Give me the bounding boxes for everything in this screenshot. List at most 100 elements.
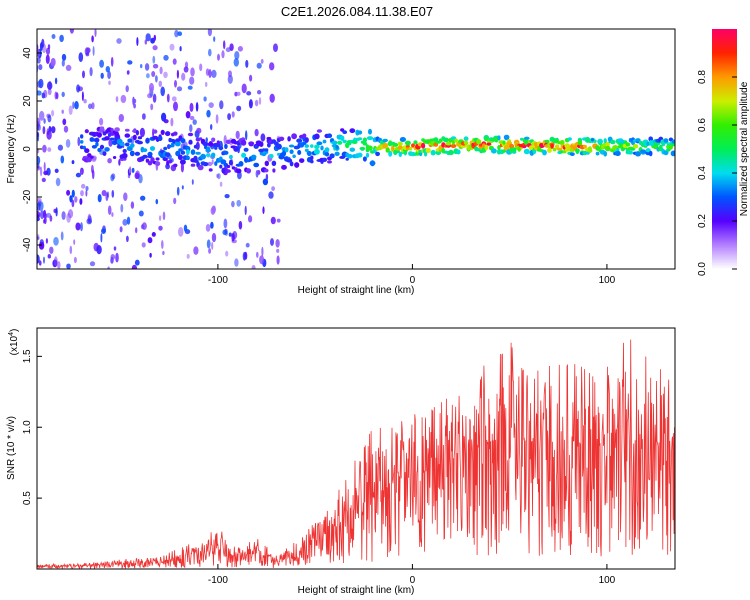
heatmap-noise-blob [129,166,132,174]
heatmap-ridge-blob [208,141,213,146]
heatmap-ridge-blob [648,150,653,157]
heatmap-ridge-blob [289,149,294,154]
heatmap-noise-blob [45,47,51,55]
heatmap-ridge-blob [296,138,303,143]
heatmap-noise-blob [258,97,262,105]
heatmap-noise-blob [232,231,238,240]
heatmap-ridge-blob [193,144,198,149]
heatmap-noise-blob [155,198,159,205]
heatmap-ridge-blob [149,146,156,151]
heatmap-noise-blob [37,202,41,211]
heatmap-noise-blob [187,85,193,90]
heatmap-ridge-blob [95,142,99,147]
heatmap-ridge-blob [229,159,233,165]
heatmap-ridge-blob [365,152,370,158]
heatmap-noise-blob [66,189,71,196]
heatmap-ridge-blob [520,137,524,141]
heatmap-noise-blob [71,189,75,198]
heatmap-noise-blob [61,109,64,114]
heatmap-noise-blob [219,181,223,187]
heatmap-noise-blob [192,119,197,125]
heatmap-noise-blob [147,237,153,244]
heatmap-ridge-blob [604,145,611,151]
heatmap-ridge-blob [398,151,402,157]
heatmap-noise-blob [199,63,203,72]
snr-frame [36,327,676,570]
heatmap-noise-blob [67,209,74,219]
heatmap-noise-blob [234,91,238,97]
heatmap-noise-blob [237,46,243,52]
heatmap-noise-blob [37,57,41,64]
heatmap-noise-blob [53,256,58,267]
heatmap-noise-blob [45,54,50,64]
heatmap-noise-blob [65,139,71,148]
heatmap-ridge-blob [211,152,216,158]
heatmap-noise-blob [195,141,200,150]
heatmap-ridge-blob [388,150,393,157]
heatmap-noise-blob [47,114,52,123]
heatmap-ridge-blob [177,154,183,161]
heatmap-noise-blob [61,59,65,67]
snr-y-ticks: 0.5 1.0 1.5 [22,349,42,505]
heatmap-noise-blob [101,190,107,197]
heatmap-noise-blob [51,109,55,117]
heatmap-noise-blob [223,135,227,145]
heatmap-noise-blob [61,211,66,220]
heatmap-ridge-blob [349,128,356,134]
heatmap-noise-blob [246,91,252,96]
heatmap-ridge-blob [411,143,415,148]
heatmap-ridge-blob [329,153,335,159]
heatmap-noise-blob [77,136,81,147]
heatmap-noise-blob [216,173,219,178]
heatmap-noise-blob [227,113,232,121]
heatmap-noise-blob [82,70,85,79]
heatmap-ridge-blob [259,141,264,147]
heatmap-ridge-blob [224,143,228,149]
heatmap-ridge-blob [484,144,489,151]
heatmap-ridge-blob [107,158,112,164]
heatmap-ridge-blob [625,142,631,147]
heatmap-ridge-blob [119,142,125,146]
heatmap-noise-blob [190,67,195,77]
heatmap-noise-blob [110,56,114,67]
heatmap-noise-blob [106,191,110,198]
heatmap-noise-blob [66,263,71,269]
snr-y-scale-label: (x104) [8,329,20,356]
heatmap-noise-blob [57,261,61,269]
heatmap-noise-blob [152,63,159,69]
heatmap-noise-blob [186,253,190,259]
x-tick-label: -100 [208,275,228,286]
heatmap-noise-blob [255,251,259,258]
heatmap-noise-blob [47,253,51,259]
heatmap-noise-blob [77,86,83,92]
colorbar: 0.0 0.2 0.4 0.6 0.8 Normalized spectral ampl… [697,29,750,276]
y-tick-label: 0.5 [22,491,33,505]
heatmap-ridge-blob [187,132,194,137]
heatmap-noise-blob [96,245,102,255]
heatmap-ridge-blob [577,140,583,146]
heatmap-ridge-blob [494,138,499,142]
heatmap-noise-blob [142,113,146,120]
colorbar-tick-label: 0.2 [697,214,708,228]
heatmap-noise-blob [173,101,178,112]
heatmap-noise-blob [276,248,280,253]
heatmap-noise-blob [62,118,67,126]
heatmap-noise-blob [130,201,135,209]
heatmap-noise-blob [69,245,73,255]
heatmap-noise-blob [161,240,164,249]
heatmap-noise-blob [86,47,91,54]
heatmap-ridge-blob [109,137,115,141]
heatmap-noise-blob [37,148,40,154]
heatmap-ridge-blob [476,139,482,145]
heatmap-noise-blob [37,211,41,219]
heatmap-ridge-blob [397,141,403,146]
heatmap-noise-blob [231,200,235,208]
heatmap-noise-blob [100,72,104,79]
heatmap-noise-blob [211,69,217,78]
heatmap-ridge-blob [94,137,100,143]
heatmap-noise-blob [149,82,154,93]
heatmap-noise-blob [73,256,77,264]
heatmap-ridge-blob [257,170,261,175]
heatmap-noise-blob [140,64,143,69]
heatmap-noise-blob [120,94,127,104]
